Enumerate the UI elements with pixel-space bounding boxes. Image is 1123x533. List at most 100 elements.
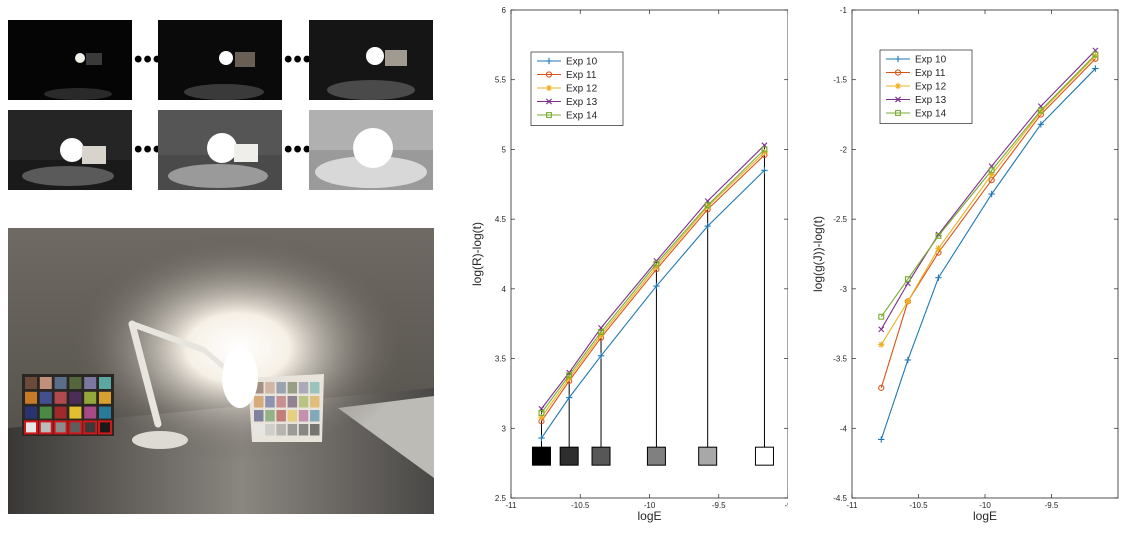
series-line (541, 149, 765, 414)
scene-photo (8, 228, 434, 514)
chart-response: -11 -10.5 -10 -9.5 -4.5 -4 -3.5 -3 -2.5 -2 -1.5 -1 l… (811, 0, 1122, 528)
x-tick-label: -10 (644, 501, 656, 510)
data-point (1092, 65, 1099, 72)
dark-lamp-photo-icon (8, 20, 132, 100)
data-point (904, 276, 911, 283)
checker-patch (265, 424, 275, 436)
data-point (565, 394, 573, 401)
x-axis-label: logE (637, 509, 661, 523)
checker-patch (287, 424, 298, 436)
data-point (894, 55, 902, 63)
lamp-head (222, 348, 258, 408)
lamp-scene-photo-icon (8, 228, 434, 514)
checker-patch (69, 377, 82, 389)
series-exp-10 (538, 167, 768, 442)
checker-patch (25, 406, 37, 419)
data-point (653, 260, 660, 267)
y-tick-label: 3.5 (495, 355, 507, 364)
checker-patch (98, 420, 112, 435)
checker-patch (276, 396, 286, 408)
gray-patch (531, 446, 551, 466)
chart-response-svg: -11 -10.5 -10 -9.5 -4.5 -4 -3.5 -3 -2.5 -2 -1.5 -1 l… (811, 6, 1119, 523)
checker-patch (298, 410, 309, 422)
x-tick-label: -10.5 (909, 501, 928, 510)
legend-item: Exp 14 (886, 109, 947, 120)
checker-patch (276, 382, 286, 394)
checker-patch (83, 420, 98, 435)
y-tick-label: -1 (840, 6, 848, 15)
bright-lamp-photo-icon (158, 110, 282, 190)
chart-radiance-svg: -11 -10.5 -10 -9.5 -9 2.5 3 3.5 4 4.5 5 5.5 6 logE log… (470, 6, 792, 523)
legend-label: Exp 11 (915, 68, 946, 79)
data-point (538, 409, 545, 416)
series-line (880, 68, 1096, 440)
checker-patch (298, 424, 309, 436)
legend-label: Exp 14 (915, 109, 947, 120)
checker-patch (254, 410, 264, 422)
gray-patch (646, 446, 666, 466)
data-point (538, 434, 545, 442)
bright-lamp-photo-icon (8, 110, 132, 190)
gray-patch (754, 446, 774, 466)
y-tick-label: -2 (840, 145, 848, 154)
x-axis-label: logE (973, 509, 997, 523)
checker-patch (39, 391, 52, 404)
legend-label: Exp 12 (915, 82, 947, 93)
bright-lamp-photo-icon (309, 110, 433, 190)
series-exp-14 (878, 51, 1099, 320)
y-tick-label: 5.5 (495, 76, 507, 85)
thumbnail-exposure-6 (309, 110, 433, 190)
thumbnail-exposure-5 (158, 110, 282, 190)
data-point (895, 110, 901, 116)
checker-patch (38, 420, 53, 435)
data-point (904, 298, 912, 305)
data-point (566, 372, 573, 379)
legend-label: Exp 12 (566, 84, 598, 95)
checker-patch (68, 420, 83, 435)
checker-patch (84, 406, 97, 419)
data-point (878, 313, 885, 320)
checker-patch (54, 406, 67, 419)
series-line (541, 151, 765, 418)
y-tick-label: 6 (502, 6, 507, 15)
legend-label: Exp 10 (915, 55, 947, 66)
x-tick-label: -10 (979, 501, 991, 510)
color-checker-right (248, 374, 324, 442)
thumbnail-exposure-1 (8, 20, 132, 100)
legend-item: Exp 13 (886, 95, 947, 106)
checker-patch (254, 396, 264, 408)
x-tick-label: -9.5 (1045, 501, 1059, 510)
checker-patch (24, 420, 38, 435)
data-point (546, 112, 552, 118)
x-tick-label: -11 (506, 501, 518, 510)
checker-patch (99, 406, 111, 419)
legend: Exp 10 Exp 11 Exp 12 Exp 13 Exp 14 (530, 51, 624, 126)
gray-patch (591, 446, 611, 466)
checker-patch (39, 406, 52, 419)
legend-item: Exp 11 (886, 68, 946, 79)
legend-item: Exp 14 (537, 111, 598, 122)
data-point (545, 71, 553, 78)
checker-patch (298, 396, 309, 408)
series-exp-13 (878, 47, 1099, 333)
y-tick-label: 5 (502, 145, 507, 154)
checker-patch (84, 391, 97, 404)
legend-label: Exp 11 (566, 70, 597, 81)
y-axis-label: log(g(J))-log(t) (812, 216, 825, 292)
checker-patch (310, 410, 320, 422)
data-point (935, 231, 942, 238)
data-point (878, 341, 885, 348)
data-point (598, 329, 604, 336)
y-tick-label: -1.5 (833, 76, 847, 85)
legend-label: Exp 13 (915, 95, 947, 106)
checker-patch (287, 410, 298, 422)
data-point (935, 274, 942, 281)
legend-label: Exp 14 (566, 111, 598, 122)
data-point (904, 356, 912, 364)
checker-patch (265, 396, 275, 408)
y-tick-label: 3 (502, 424, 507, 433)
gray-patch (698, 446, 718, 466)
checker-patch (265, 382, 275, 394)
checker-patch (39, 377, 52, 389)
data-point (704, 202, 711, 209)
